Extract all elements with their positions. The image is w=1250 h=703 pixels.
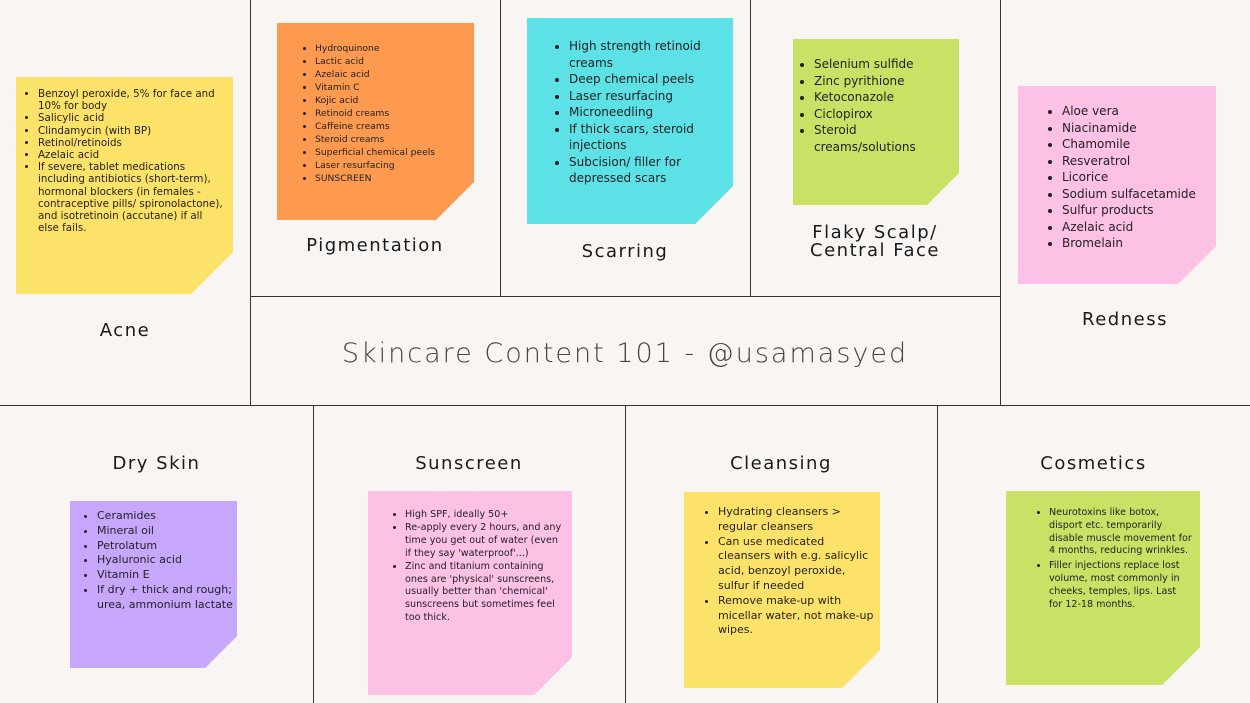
list-item: Hyaluronic acid: [97, 553, 235, 568]
list-item: Clindamycin (with BP): [38, 125, 225, 137]
cosmetics-note: Neurotoxins like botox, disport etc. tem…: [1006, 491, 1200, 685]
dry-skin-note: Ceramides Mineral oil Petrolatum Hyaluro…: [70, 501, 237, 668]
list-item: Deep chemical peels: [569, 71, 727, 88]
list-item: Subcision/ filler for depressed scars: [569, 154, 727, 187]
list-item: If severe, tablet medications including …: [38, 161, 225, 234]
list-item: Retinol/retinoids: [38, 137, 225, 149]
cleansing-label: Cleansing: [730, 453, 832, 474]
cleansing-note: Hydrating cleansers > regular cleansers …: [684, 492, 880, 688]
dry-skin-label: Dry Skin: [112, 453, 201, 474]
list-item: Superficial chemical peels: [315, 146, 466, 159]
sunscreen-note: High SPF, ideally 50+ Re-apply every 2 h…: [368, 491, 572, 695]
divider: [937, 405, 938, 703]
redness-label: Redness: [1082, 309, 1168, 330]
cosmetics-label: Cosmetics: [1040, 453, 1147, 474]
divider: [750, 0, 751, 297]
list-item: Ciclopirox: [814, 106, 955, 123]
cosmetics-list: Neurotoxins like botox, disport etc. tem…: [1031, 507, 1192, 611]
list-item: Selenium sulfide: [814, 56, 955, 73]
list-item: Neurotoxins like botox, disport etc. tem…: [1049, 507, 1192, 558]
list-item: Re-apply every 2 hours, and any time you…: [405, 522, 564, 561]
sunscreen-label: Sunscreen: [415, 453, 523, 474]
list-item: Remove make-up with micellar water, not …: [718, 594, 874, 638]
list-item: Kojic acid: [315, 94, 466, 107]
dry-skin-list: Ceramides Mineral oil Petrolatum Hyaluro…: [79, 509, 235, 613]
list-item: If thick scars, steroid injections: [569, 121, 727, 154]
list-item: Azelaic acid: [1062, 219, 1210, 236]
list-item: Licorice: [1062, 169, 1210, 186]
list-item: Steroid creams: [315, 133, 466, 146]
list-item: Resveratrol: [1062, 153, 1210, 170]
flaky-scalp-note: Selenium sulfide Zinc pyrithione Ketocon…: [793, 39, 959, 205]
list-item: Azelaic acid: [315, 68, 466, 81]
divider: [313, 405, 314, 703]
list-item: Azelaic acid: [38, 149, 225, 161]
list-item: Hydroquinone: [315, 42, 466, 55]
list-item: Sodium sulfacetamide: [1062, 186, 1210, 203]
list-item: Filler injections replace lost volume, m…: [1049, 560, 1192, 611]
list-item: If dry + thick and rough; urea, ammonium…: [97, 583, 235, 613]
list-item: SUNSCREEN: [315, 172, 466, 185]
list-item: Microneedling: [569, 104, 727, 121]
scarring-note: High strength retinoid creams Deep chemi…: [527, 18, 733, 224]
acne-note: Benzoyl peroxide, 5% for face and 10% fo…: [16, 77, 233, 294]
flaky-scalp-list: Selenium sulfide Zinc pyrithione Ketocon…: [796, 56, 955, 155]
divider: [250, 0, 251, 405]
flaky-scalp-label-line2: Central Face: [810, 240, 940, 261]
page-title: Skincare Content 101 - @usamasyed: [341, 338, 909, 369]
scarring-label: Scarring: [581, 241, 669, 262]
list-item: Salicylic acid: [38, 112, 225, 124]
pigmentation-list: Hydroquinone Lactic acid Azelaic acid Vi…: [297, 42, 466, 185]
redness-note: Aloe vera Niacinamide Chamomile Resverat…: [1018, 86, 1216, 284]
list-item: Ketoconazole: [814, 89, 955, 106]
list-item: Benzoyl peroxide, 5% for face and 10% fo…: [38, 88, 225, 112]
divider: [250, 296, 1000, 297]
list-item: Steroid creams/solutions: [814, 122, 955, 155]
list-item: Zinc pyrithione: [814, 73, 955, 90]
list-item: Petrolatum: [97, 539, 235, 554]
list-item: Ceramides: [97, 509, 235, 524]
acne-label: Acne: [99, 320, 151, 341]
cleansing-list: Hydrating cleansers > regular cleansers …: [700, 505, 874, 638]
list-item: Caffeine creams: [315, 120, 466, 133]
redness-list: Aloe vera Niacinamide Chamomile Resverat…: [1044, 103, 1210, 252]
flaky-scalp-label-line1: Flaky Scalp/: [812, 222, 938, 243]
list-item: Zinc and titanium containing ones are 'p…: [405, 561, 564, 626]
divider: [1000, 0, 1001, 405]
acne-list: Benzoyl peroxide, 5% for face and 10% fo…: [20, 88, 225, 234]
list-item: Laser resurfacing: [569, 88, 727, 105]
list-item: Retinoid creams: [315, 107, 466, 120]
list-item: Niacinamide: [1062, 120, 1210, 137]
pigmentation-label: Pigmentation: [306, 235, 444, 256]
list-item: High strength retinoid creams: [569, 38, 727, 71]
list-item: Vitamin C: [315, 81, 466, 94]
scarring-list: High strength retinoid creams Deep chemi…: [551, 38, 727, 187]
pigmentation-note: Hydroquinone Lactic acid Azelaic acid Vi…: [277, 23, 474, 220]
list-item: Mineral oil: [97, 524, 235, 539]
list-item: Can use medicated cleansers with e.g. sa…: [718, 535, 874, 594]
sunscreen-list: High SPF, ideally 50+ Re-apply every 2 h…: [387, 509, 564, 625]
list-item: Aloe vera: [1062, 103, 1210, 120]
list-item: Hydrating cleansers > regular cleansers: [718, 505, 874, 535]
list-item: Laser resurfacing: [315, 159, 466, 172]
list-item: Sulfur products: [1062, 202, 1210, 219]
list-item: Lactic acid: [315, 55, 466, 68]
divider: [500, 0, 501, 297]
list-item: Bromelain: [1062, 235, 1210, 252]
list-item: High SPF, ideally 50+: [405, 509, 564, 522]
list-item: Vitamin E: [97, 568, 235, 583]
divider: [625, 405, 626, 703]
flaky-scalp-label: Flaky Scalp/ Central Face: [750, 224, 1000, 260]
list-item: Chamomile: [1062, 136, 1210, 153]
